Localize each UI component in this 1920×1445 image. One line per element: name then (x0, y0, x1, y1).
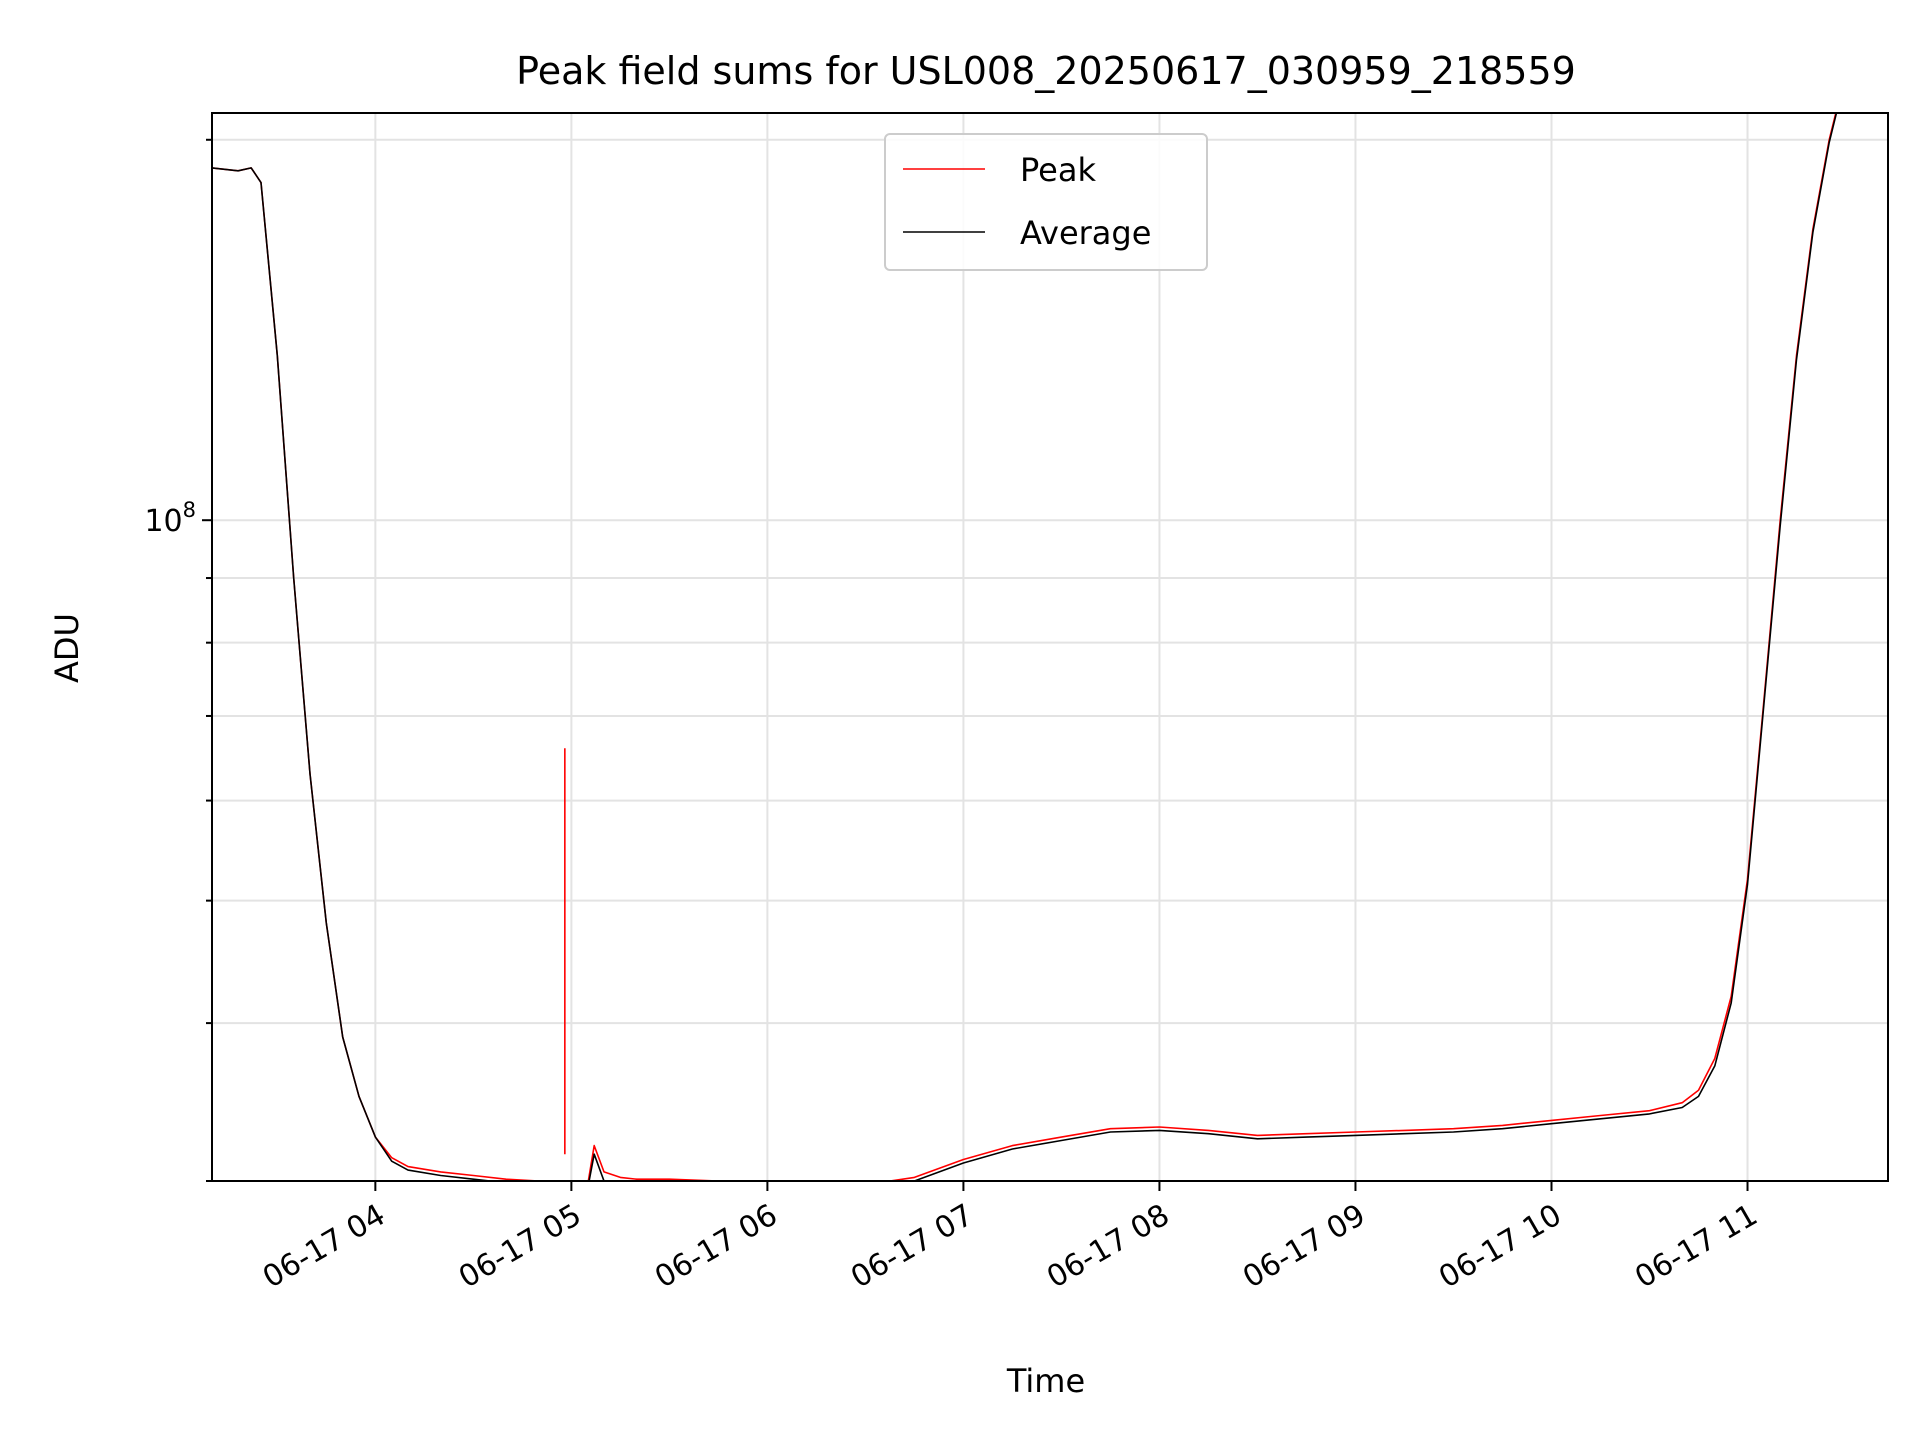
y-axis-label: ADU (48, 613, 86, 683)
y-axis-ticks: 108 (144, 138, 212, 1182)
legend-label-average: Average (1020, 214, 1151, 252)
legend: Peak Average (884, 133, 1208, 271)
legend-box (884, 133, 1208, 271)
legend-label-peak: Peak (1020, 151, 1096, 189)
series-lines (212, 113, 1838, 1181)
x-axis-label: Time (1006, 1362, 1085, 1400)
series-line-average (212, 113, 1838, 1181)
chart-title: Peak field sums for USL008_20250617_0309… (516, 49, 1576, 93)
plot-area-frame (211, 112, 1889, 1182)
y-tick-label: 108 (144, 498, 196, 539)
